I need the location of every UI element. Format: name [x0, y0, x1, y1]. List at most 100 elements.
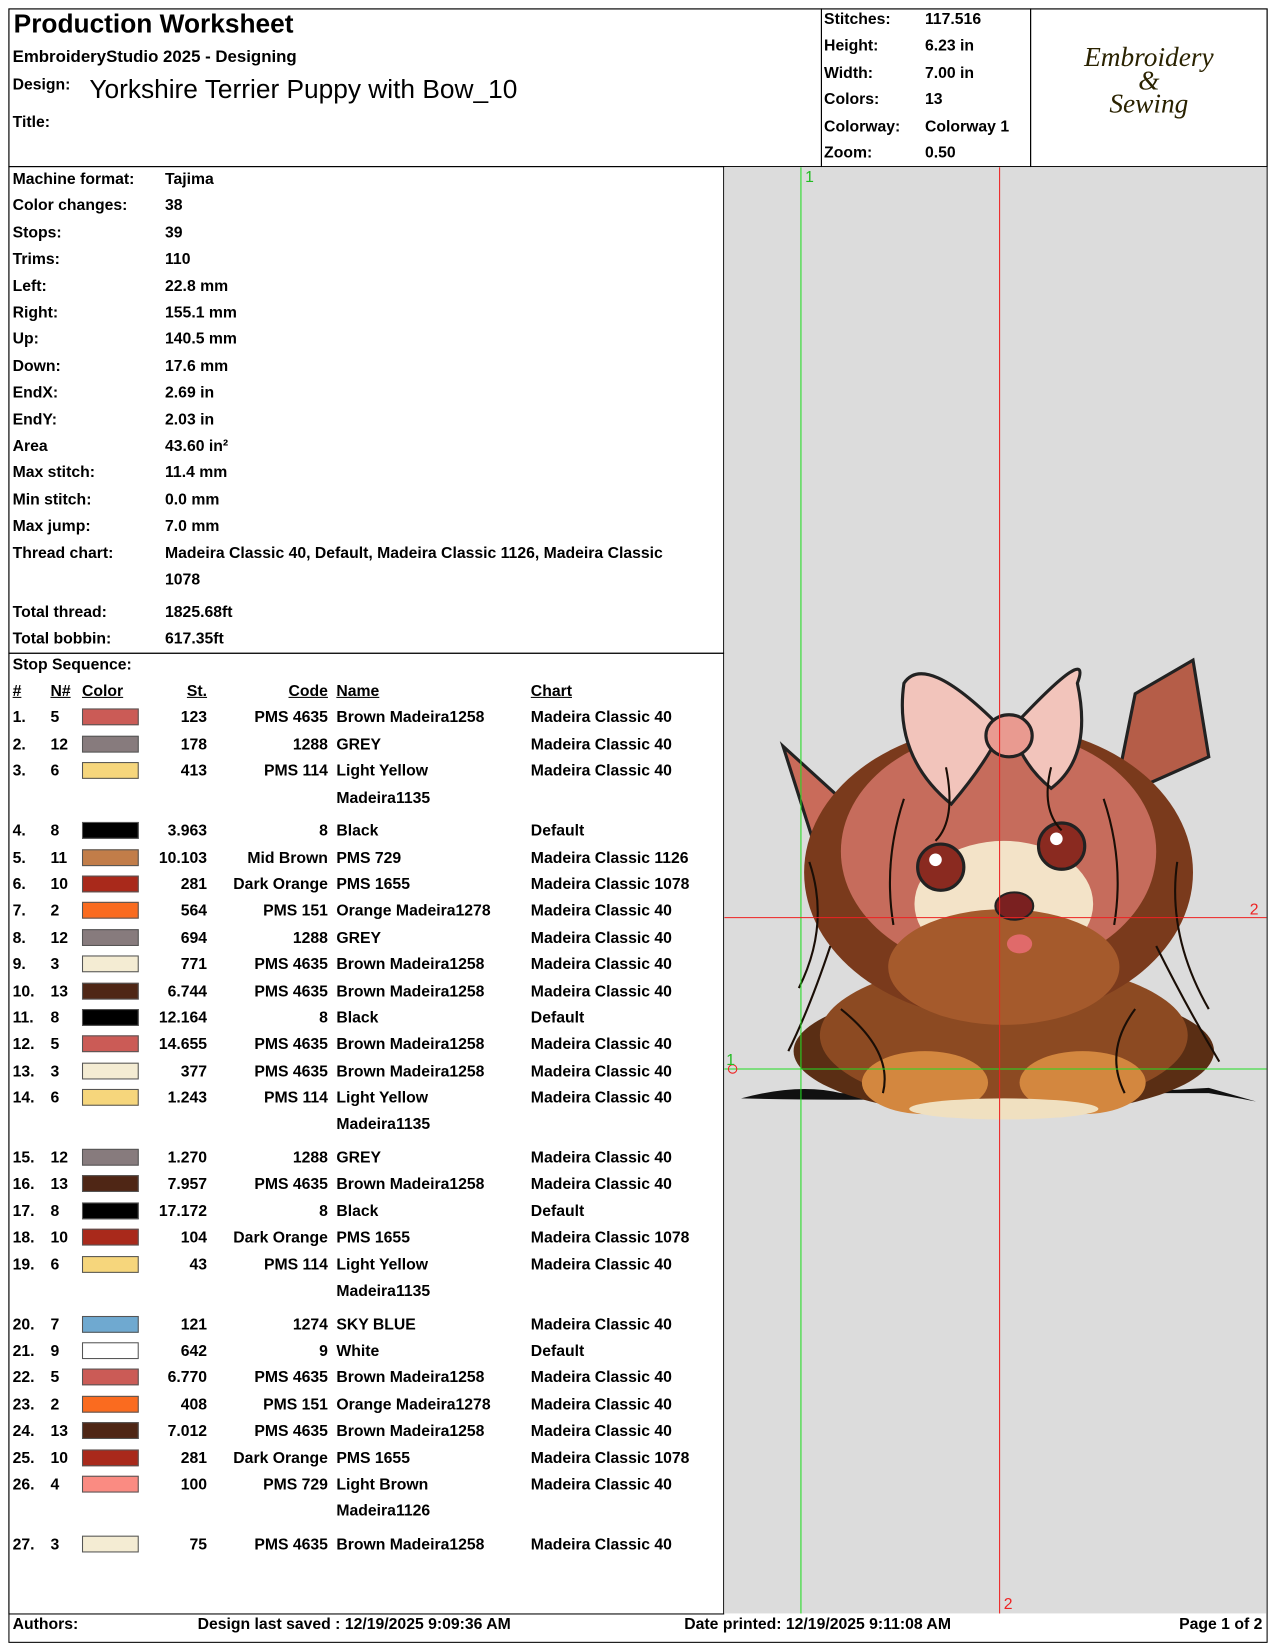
color-swatch	[81, 1342, 139, 1360]
info-label: Machine format:	[12, 170, 135, 189]
color-swatch	[81, 1035, 139, 1053]
cell-index: 2.	[12, 735, 26, 754]
cell-stitches: 694	[180, 928, 208, 947]
info-value: 2.69 in	[165, 383, 215, 402]
info-label: Thread chart:	[12, 544, 114, 563]
column-header: Code	[288, 682, 328, 701]
info-label: EndY:	[12, 410, 57, 429]
info-row: Trims: 110	[13, 246, 717, 273]
cell-stitches: 377	[180, 1062, 208, 1081]
cell-chart: Madeira Classic 40	[530, 1475, 672, 1494]
info-value: 140.5 mm	[165, 330, 237, 349]
sequence-row: 21. 9 642 9 White Default	[13, 1338, 722, 1365]
sequence-row: 13. 3 377 PMS 4635 Brown Madeira1258 Madeira …	[13, 1058, 722, 1085]
color-swatch	[81, 955, 139, 973]
cell-name: Brown Madeira1258	[336, 1535, 485, 1554]
info-value: 17.6 mm	[165, 357, 229, 376]
cell-chart: Madeira Classic 40	[530, 928, 672, 947]
color-swatch	[81, 762, 139, 780]
info-row: EndX: 2.69 in	[13, 380, 717, 407]
color-swatch	[81, 735, 139, 753]
color-swatch	[81, 1008, 139, 1026]
color-swatch	[81, 708, 139, 726]
cell-needle: 12	[50, 1148, 68, 1167]
cell-code: Dark Orange	[233, 875, 328, 894]
cell-code: PMS 151	[263, 1395, 328, 1414]
info-row: Machine format: Tajima	[13, 166, 717, 193]
cell-stitches: 121	[180, 1315, 208, 1334]
stat-label: Zoom:	[824, 143, 873, 162]
cell-chart: Madeira Classic 40	[530, 982, 672, 1001]
sequence-row: 6. 10 281 Dark Orange PMS 1655 Madeira Classi…	[13, 871, 722, 898]
cell-name: Light Yellow Madeira1135	[336, 1255, 431, 1301]
dog-illustration	[741, 657, 1257, 1120]
sequence-row: 5. 11 10.103 Mid Brown PMS 729 Madeira Classi…	[13, 845, 722, 872]
cell-index: 24.	[12, 1422, 35, 1441]
stat-value: 7.00 in	[924, 63, 975, 82]
cell-name: Brown Madeira1258	[336, 955, 485, 974]
color-swatch	[81, 1535, 139, 1553]
cell-name: GREY	[336, 1148, 382, 1167]
cell-chart: Madeira Classic 40	[530, 708, 672, 727]
cell-stitches: 564	[180, 902, 208, 921]
sequence-header: # N# Color St. Code Name Chart	[13, 678, 722, 705]
cell-index: 25.	[12, 1449, 35, 1467]
cell-stitches: 1.243	[167, 1089, 208, 1107]
cell-code: 9	[319, 1342, 328, 1361]
info-value: 155.1 mm	[165, 303, 237, 322]
sequence-row: 3. 6 413 PMS 114 Light Yellow Madeira1135 Mad…	[13, 758, 722, 818]
cell-code: PMS 4635	[254, 955, 328, 974]
cell-code: 1288	[292, 1148, 328, 1167]
cell-needle: 3	[50, 955, 60, 974]
cell-stitches: 6.770	[167, 1368, 208, 1387]
cell-index: 8.	[12, 928, 26, 947]
cell-needle: 6	[50, 1089, 60, 1107]
sequence-row: 12. 5 14.655 PMS 4635 Brown Madeira1258 Madei…	[13, 1031, 722, 1058]
color-swatch	[81, 1422, 139, 1440]
cell-name: GREY	[336, 735, 382, 754]
stat-value: Colorway 1	[924, 117, 1010, 136]
sequence-row: 1. 5 123 PMS 4635 Brown Madeira1258 Madeira C…	[13, 705, 722, 732]
cell-needle: 6	[50, 762, 60, 781]
cell-index: 15.	[12, 1148, 35, 1167]
design-label: Design:	[12, 75, 71, 94]
cell-needle: 13	[50, 1175, 68, 1194]
cell-name: Black	[336, 1008, 379, 1027]
cell-name: Brown Madeira1258	[336, 982, 485, 1001]
cell-code: 1288	[292, 928, 328, 947]
cell-index: 20.	[12, 1315, 35, 1334]
stat-row: Colorway: Colorway 1	[824, 113, 1024, 140]
column-header: Name	[336, 682, 380, 701]
column-header: Color	[81, 682, 124, 701]
cell-name: Orange Madeira1278	[336, 1395, 491, 1414]
sequence-row: 15. 12 1.270 1288 GREY Madeira Classic 40	[13, 1145, 722, 1172]
sequence-label: Stop Sequence:	[12, 655, 132, 674]
cell-name: Brown Madeira1258	[336, 1175, 485, 1194]
cell-name: White	[336, 1342, 380, 1361]
cell-stitches: 281	[180, 875, 208, 894]
cell-chart: Madeira Classic 40	[530, 902, 672, 921]
cell-chart: Madeira Classic 40	[530, 1035, 672, 1054]
cell-name: Light Yellow Madeira1135	[336, 1089, 431, 1134]
column-header: St.	[186, 682, 208, 701]
cell-code: Dark Orange	[233, 1449, 328, 1467]
color-swatch	[81, 875, 139, 893]
stat-row: Height: 6.23 in	[824, 33, 1024, 60]
info-label: EndX:	[12, 383, 59, 402]
cell-stitches: 3.963	[167, 822, 208, 841]
logo-line: Sewing	[1109, 88, 1189, 119]
color-swatch	[81, 822, 139, 839]
cell-index: 3.	[12, 762, 26, 781]
stat-label: Colorway:	[824, 117, 901, 136]
info-value: 38	[165, 196, 183, 215]
cell-chart: Madeira Classic 40	[530, 955, 672, 974]
color-swatch	[81, 1395, 139, 1413]
cell-code: PMS 4635	[254, 1175, 328, 1194]
column-header: Chart	[530, 682, 572, 701]
info-label: Down:	[12, 357, 61, 376]
stat-row: Colors: 13	[824, 86, 1024, 113]
cell-index: 22.	[12, 1368, 35, 1387]
color-swatch	[81, 1368, 139, 1386]
cell-code: 1288	[292, 735, 328, 754]
